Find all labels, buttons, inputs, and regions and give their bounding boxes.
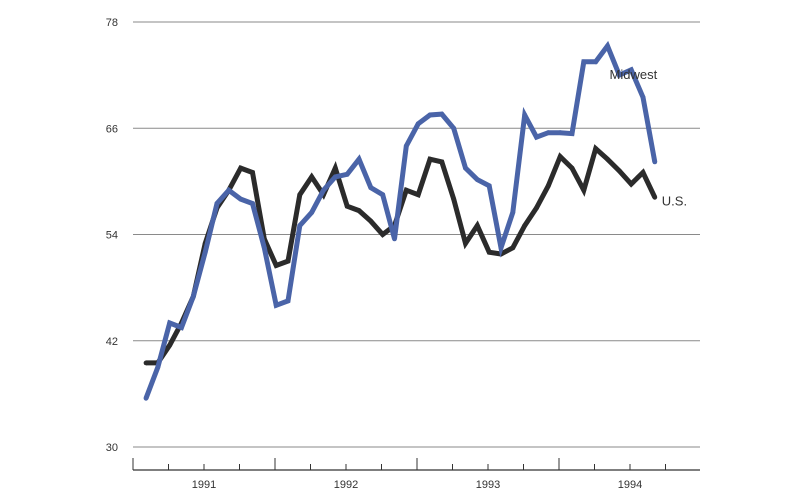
data-point-u-s-37 — [581, 187, 587, 193]
series-points-u-s — [143, 146, 658, 366]
data-point-u-s-27 — [463, 241, 468, 246]
data-point-midwest-7 — [226, 187, 232, 193]
data-point-midwest-16 — [332, 174, 338, 180]
data-point-midwest-17 — [344, 171, 350, 177]
data-point-midwest-10 — [261, 245, 267, 251]
data-point-u-s-19 — [368, 218, 374, 224]
data-point-midwest-27 — [463, 165, 468, 171]
data-point-u-s-16 — [332, 165, 338, 171]
data-point-u-s-29 — [486, 249, 492, 255]
data-point-u-s-42 — [640, 170, 646, 175]
data-point-u-s-43 — [652, 194, 658, 200]
data-point-u-s-33 — [534, 205, 539, 211]
x-axis: 1991 1992 1993 1994 — [132, 458, 700, 491]
data-point-midwest-5 — [202, 249, 208, 255]
y-tick-label-30: 30 — [106, 442, 118, 454]
data-point-u-s-11 — [273, 263, 279, 268]
data-point-midwest-25 — [439, 111, 445, 117]
data-point-u-s-14 — [309, 174, 315, 180]
data-point-midwest-1 — [155, 364, 161, 370]
data-point-midwest-20 — [380, 192, 386, 198]
x-tick-label-1993: 1993 — [476, 479, 500, 491]
series-label-us: U.S. — [662, 193, 687, 208]
x-tick-label-1994: 1994 — [618, 479, 642, 491]
data-point-midwest-9 — [250, 201, 255, 206]
data-point-u-s-18 — [356, 208, 362, 214]
data-point-midwest-23 — [415, 121, 421, 127]
data-point-u-s-2 — [167, 342, 173, 348]
data-point-midwest-0 — [143, 395, 149, 401]
data-point-u-s-41 — [628, 181, 634, 187]
data-point-u-s-22 — [403, 187, 409, 193]
data-point-u-s-23 — [415, 192, 421, 198]
data-point-u-s-17 — [344, 203, 350, 209]
data-point-midwest-18 — [356, 156, 362, 162]
data-point-u-s-34 — [545, 183, 551, 189]
data-point-midwest-35 — [557, 130, 563, 136]
data-point-u-s-24 — [427, 156, 433, 162]
x-tick-label-1991: 1991 — [192, 479, 216, 491]
data-point-midwest-43 — [652, 159, 658, 165]
data-point-midwest-29 — [486, 183, 492, 189]
data-point-midwest-15 — [321, 187, 326, 193]
data-point-midwest-36 — [569, 131, 575, 137]
data-point-u-s-40 — [616, 168, 622, 174]
data-point-midwest-40 — [616, 72, 622, 78]
data-point-u-s-9 — [250, 170, 255, 175]
data-point-midwest-37 — [581, 59, 587, 65]
data-point-u-s-38 — [593, 146, 599, 152]
data-point-midwest-3 — [179, 325, 184, 330]
data-point-u-s-0 — [143, 360, 149, 366]
y-tick-label-66: 66 — [106, 123, 118, 135]
y-tick-label-54: 54 — [106, 230, 118, 242]
data-point-midwest-13 — [297, 223, 303, 229]
data-point-midwest-24 — [427, 112, 433, 118]
data-point-midwest-26 — [451, 125, 457, 131]
data-point-u-s-36 — [569, 165, 575, 171]
data-point-midwest-34 — [545, 130, 551, 136]
data-point-u-s-20 — [380, 232, 386, 237]
data-point-u-s-12 — [285, 258, 291, 264]
series-label-midwest: Midwest — [610, 67, 658, 82]
data-point-midwest-33 — [534, 134, 539, 140]
y-tick-labels: 30 42 54 66 78 — [106, 17, 118, 454]
data-point-midwest-28 — [474, 177, 480, 183]
x-tick-label-1992: 1992 — [334, 479, 358, 491]
data-point-midwest-4 — [190, 294, 196, 299]
data-point-midwest-42 — [640, 94, 646, 100]
data-point-midwest-8 — [238, 196, 244, 202]
data-point-u-s-13 — [297, 192, 303, 198]
data-point-midwest-41 — [628, 67, 634, 73]
data-point-u-s-26 — [451, 196, 457, 202]
data-point-u-s-25 — [439, 159, 445, 165]
data-point-u-s-35 — [557, 154, 563, 160]
data-point-u-s-28 — [474, 223, 480, 229]
data-point-midwest-22 — [403, 143, 409, 149]
data-point-midwest-38 — [593, 59, 599, 65]
y-tick-label-78: 78 — [106, 17, 118, 29]
data-point-midwest-11 — [273, 302, 279, 308]
data-point-midwest-14 — [309, 210, 315, 215]
data-point-u-s-31 — [510, 245, 516, 251]
gridlines — [133, 21, 700, 448]
data-point-midwest-31 — [510, 210, 516, 215]
y-tick-label-42: 42 — [106, 336, 118, 348]
data-point-midwest-21 — [392, 236, 397, 242]
data-point-midwest-2 — [167, 320, 173, 326]
data-point-midwest-30 — [498, 245, 504, 251]
series-line-midwest — [143, 40, 658, 400]
data-point-midwest-32 — [522, 112, 528, 118]
data-point-midwest-19 — [368, 185, 374, 191]
data-point-midwest-39 — [605, 43, 610, 49]
data-point-midwest-6 — [214, 201, 220, 206]
data-point-u-s-8 — [238, 165, 244, 171]
data-point-u-s-39 — [605, 156, 610, 162]
series-lines — [143, 40, 658, 401]
data-point-u-s-32 — [522, 223, 528, 229]
series-points-midwest — [143, 43, 658, 401]
data-point-midwest-12 — [285, 298, 291, 304]
